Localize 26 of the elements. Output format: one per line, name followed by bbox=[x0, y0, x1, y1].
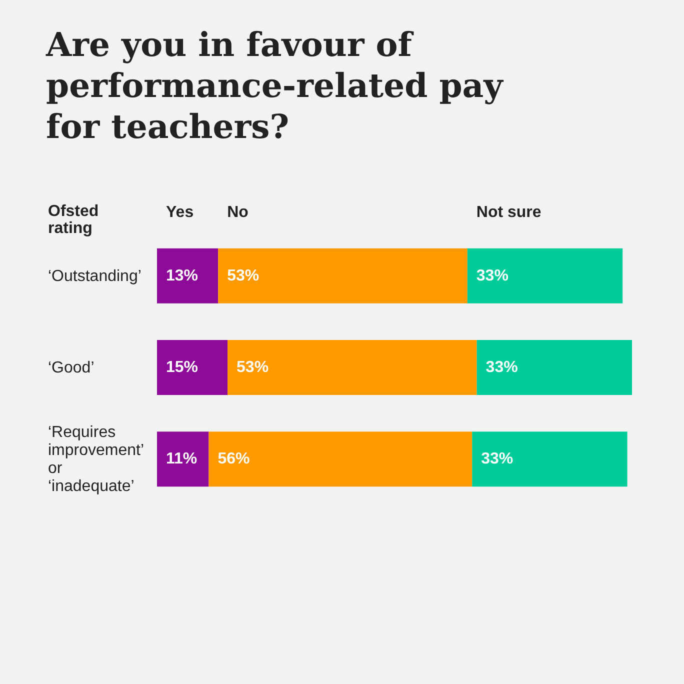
bar bbox=[157, 340, 228, 395]
data-label: 33% bbox=[486, 359, 518, 376]
series-label: Yes bbox=[166, 204, 194, 222]
data-label: 13% bbox=[166, 267, 198, 284]
y-axis-title: Ofsted rating bbox=[48, 203, 100, 237]
data-label: 53% bbox=[236, 359, 269, 376]
data-label: 15% bbox=[166, 359, 198, 376]
series-label: No bbox=[227, 204, 248, 222]
bar bbox=[472, 432, 628, 487]
data-label: 33% bbox=[481, 450, 514, 468]
data-label: 53% bbox=[227, 267, 260, 284]
y-tick-label: ‘Good’ bbox=[48, 359, 94, 376]
y-tick-label: ‘Requires improvement’ or ‘inadequate’ bbox=[48, 424, 144, 495]
y-tick-label: ‘Outstanding’ bbox=[48, 267, 142, 284]
bar bbox=[157, 432, 209, 487]
data-label: 11% bbox=[166, 450, 198, 468]
chart-title: Are you in favour of performance-related pay for teachers? bbox=[46, 24, 505, 147]
data-label: 56% bbox=[218, 450, 250, 468]
bar bbox=[467, 248, 623, 304]
bar bbox=[228, 340, 477, 395]
bar bbox=[218, 248, 468, 304]
bar bbox=[476, 340, 632, 395]
bar bbox=[157, 248, 218, 304]
data-label: 33% bbox=[476, 267, 508, 284]
bar bbox=[208, 432, 472, 487]
series-label: Not sure bbox=[476, 204, 542, 222]
